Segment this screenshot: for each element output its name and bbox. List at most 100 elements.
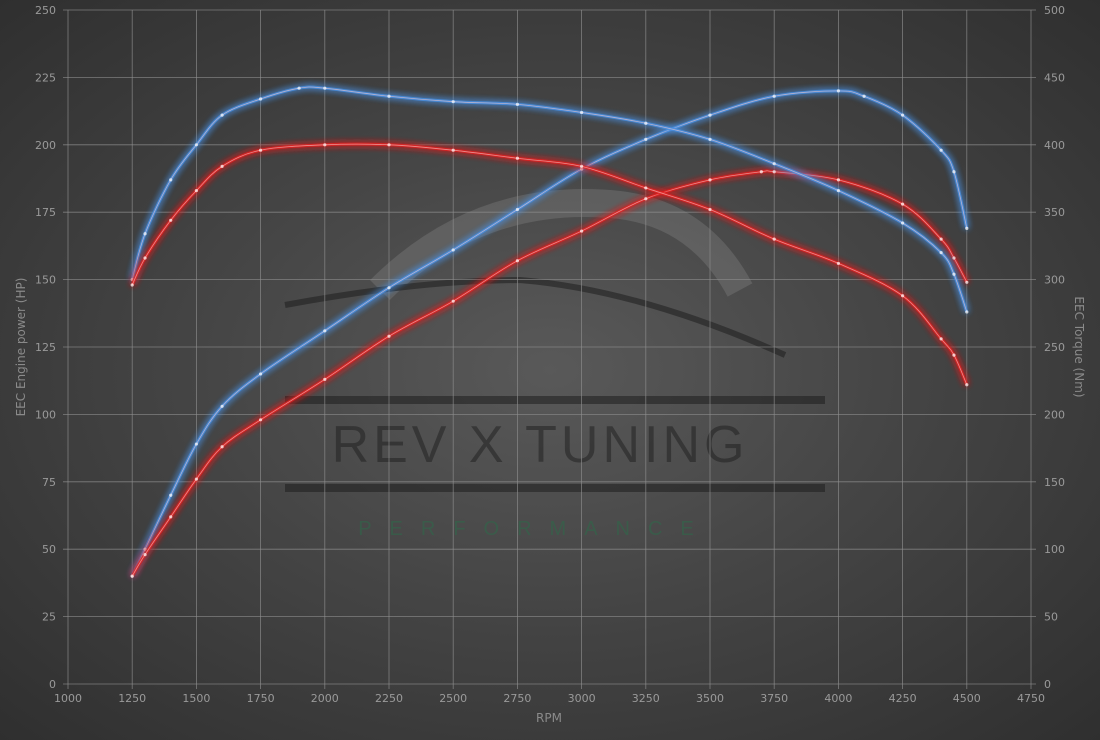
- data-point: [836, 178, 841, 182]
- y2-tick-label: 300: [1044, 274, 1065, 287]
- data-point: [143, 232, 147, 236]
- y-tick-label: 225: [35, 71, 56, 84]
- data-point: [644, 197, 648, 201]
- data-point: [862, 94, 866, 98]
- x-tick-label: 3000: [568, 692, 596, 705]
- data-point: [169, 493, 173, 497]
- data-point: [901, 202, 905, 206]
- x-tick-label: 3250: [632, 692, 660, 705]
- y-tick-label: 0: [49, 678, 56, 691]
- y2-axis-label: EEC Torque (Nm): [1072, 296, 1086, 397]
- data-point: [772, 237, 776, 241]
- series-line: [130, 89, 969, 577]
- y-tick-label: 125: [35, 341, 56, 354]
- data-point: [708, 113, 712, 117]
- x-tick-label: 2500: [439, 692, 467, 705]
- x-tick-label: 4750: [1017, 692, 1045, 705]
- y2-tick-label: 350: [1044, 206, 1065, 219]
- x-tick-label: 2000: [311, 692, 339, 705]
- data-point: [387, 334, 391, 338]
- y-axis-label: EEC Engine power (HP): [14, 278, 28, 417]
- y-tick-label: 250: [35, 4, 56, 17]
- data-point: [194, 442, 198, 446]
- data-point: [580, 167, 584, 171]
- x-tick-label: 4250: [889, 692, 917, 705]
- series-line-core: [131, 170, 968, 577]
- data-point: [772, 162, 776, 166]
- data-point: [580, 110, 584, 115]
- data-point: [644, 121, 648, 125]
- data-point: [952, 256, 956, 260]
- series-line-core: [131, 90, 968, 577]
- watermark-brand: REV X TUNING: [332, 416, 749, 474]
- x-tick-label: 1000: [54, 692, 82, 705]
- data-point: [939, 237, 943, 241]
- data-point: [259, 97, 263, 101]
- data-point: [939, 337, 943, 341]
- data-point: [143, 256, 147, 260]
- data-point: [515, 207, 520, 212]
- data-point: [259, 418, 263, 422]
- data-point: [515, 102, 520, 106]
- data-point: [644, 137, 648, 142]
- watermark-tagline: PERFORMANCE: [358, 518, 712, 540]
- y-tick-label: 75: [42, 476, 56, 489]
- data-point: [708, 207, 712, 212]
- data-point: [387, 286, 391, 290]
- data-point: [952, 353, 956, 357]
- y-tick-label: 50: [42, 543, 56, 556]
- y2-tick-label: 500: [1044, 4, 1065, 17]
- data-point: [130, 283, 134, 287]
- data-point: [194, 477, 198, 481]
- data-point: [836, 189, 841, 193]
- data-point: [143, 552, 147, 557]
- data-point: [965, 226, 969, 230]
- x-tick-label: 2250: [375, 692, 403, 705]
- data-point: [515, 156, 520, 160]
- data-point: [965, 310, 969, 314]
- data-point: [901, 113, 905, 117]
- data-point: [901, 221, 905, 225]
- data-point: [220, 113, 224, 117]
- y2-tick-label: 50: [1044, 611, 1058, 624]
- data-point: [143, 547, 147, 551]
- data-point: [169, 178, 173, 182]
- series-0: [130, 89, 969, 578]
- series-line: [130, 169, 969, 577]
- data-point: [580, 229, 584, 233]
- data-point: [965, 280, 969, 284]
- data-point: [836, 89, 841, 93]
- x-tick-label: 4000: [824, 692, 852, 705]
- data-point: [708, 178, 712, 182]
- data-point: [194, 143, 198, 147]
- x-tick-label: 1500: [182, 692, 210, 705]
- y2-tick-label: 250: [1044, 341, 1065, 354]
- data-point: [323, 329, 327, 333]
- y-tick-label: 100: [35, 408, 56, 421]
- data-point: [323, 377, 327, 381]
- y-tick-label: 200: [35, 139, 56, 152]
- x-tick-label: 2750: [503, 692, 531, 705]
- data-point: [451, 148, 455, 152]
- data-point: [220, 164, 224, 168]
- data-point: [939, 251, 943, 255]
- series-2: [130, 85, 969, 314]
- data-point: [451, 248, 455, 252]
- x-tick-label: 1750: [247, 692, 275, 705]
- data-point: [772, 94, 776, 98]
- data-point: [515, 259, 520, 263]
- data-point: [965, 383, 969, 387]
- data-point: [169, 218, 173, 222]
- data-point: [259, 372, 263, 376]
- y2-tick-label: 400: [1044, 139, 1065, 152]
- data-point: [220, 404, 224, 408]
- y2-tick-label: 100: [1044, 543, 1065, 556]
- x-tick-label: 1250: [118, 692, 146, 705]
- y2-tick-label: 0: [1044, 678, 1051, 691]
- data-point: [194, 189, 198, 193]
- data-point: [220, 445, 224, 449]
- x-tick-label: 3750: [760, 692, 788, 705]
- x-tick-label: 3500: [696, 692, 724, 705]
- data-point: [901, 294, 905, 298]
